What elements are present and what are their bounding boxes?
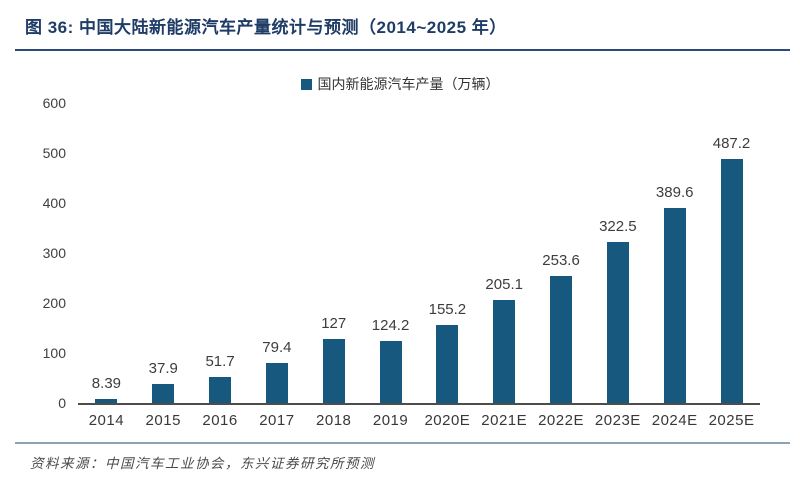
- bar: [493, 300, 516, 403]
- bar-group: 205.1 2021E: [476, 103, 533, 429]
- legend-square-marker: [300, 78, 312, 90]
- bar: [663, 208, 686, 403]
- bar: [322, 339, 345, 403]
- bar-group: 487.2 2025E: [703, 103, 760, 429]
- y-axis-tick-label: 500: [42, 145, 66, 161]
- x-axis-tick-label: 2019: [372, 412, 409, 429]
- x-axis-tick-label: 2024E: [651, 412, 698, 429]
- x-axis-tick-label: 2025E: [708, 412, 755, 429]
- bar-value-label: 8.39: [91, 375, 122, 392]
- bar: [95, 399, 118, 403]
- bar-group: 322.5 2023E: [589, 103, 646, 429]
- bar: [436, 325, 459, 403]
- title-divider: [15, 49, 790, 51]
- x-axis-tick-label: 2017: [259, 412, 295, 429]
- bar-group: 155.2 2020E: [419, 103, 476, 429]
- bar: [152, 384, 175, 403]
- bar-value-label: 124.2: [371, 317, 410, 334]
- bar: [550, 276, 573, 403]
- source-note: 资料来源：中国汽车工业协会，东兴证券研究所预测: [30, 456, 375, 472]
- y-axis-tick-label: 600: [42, 95, 66, 111]
- legend: 国内新能源汽车产量（万辆）: [0, 74, 800, 94]
- legend-label: 国内新能源汽车产量（万辆）: [317, 76, 500, 92]
- bar-value-label: 37.9: [148, 360, 178, 377]
- y-axis-tick-label: 300: [42, 245, 66, 261]
- y-axis-tick-label: 0: [58, 395, 66, 411]
- x-axis-tick-label: 2015: [145, 412, 181, 429]
- bar-group: 8.39 2014: [78, 103, 135, 429]
- bar: [720, 159, 743, 403]
- plot-area: 8.39 2014 37.9 2015 51.7 2016 79.4 2017 127 2018 1…: [78, 103, 760, 429]
- y-axis-tick-label: 400: [42, 195, 66, 211]
- footer-divider: [15, 442, 790, 444]
- x-axis-tick-label: 2022E: [538, 412, 584, 429]
- bar-group: 51.7 2016: [192, 103, 249, 429]
- bar-value-label: 127: [321, 315, 347, 332]
- y-axis: 0 100 200 300 400 500 600: [0, 96, 66, 410]
- bar-value-label: 487.2: [712, 135, 751, 152]
- bar-group: 79.4 2017: [248, 103, 305, 429]
- x-axis-tick-label: 2023E: [594, 412, 641, 429]
- bar-value-label: 51.7: [205, 353, 235, 370]
- bar-value-label: 389.6: [655, 184, 694, 201]
- x-axis-tick-label: 2020E: [424, 412, 471, 429]
- x-axis-tick-label: 2018: [316, 412, 352, 429]
- x-axis-tick-label: 2016: [202, 412, 238, 429]
- bar-group: 37.9 2015: [135, 103, 192, 429]
- y-axis-tick-label: 100: [42, 345, 66, 361]
- bar-group: 127 2018: [305, 103, 362, 429]
- bar-value-label: 205.1: [485, 276, 523, 293]
- y-axis-tick-label: 200: [42, 295, 66, 311]
- bar-group: 253.6 2022E: [533, 103, 590, 429]
- x-axis-tick-label: 2021E: [481, 412, 528, 429]
- bar-group: 389.6 2024E: [646, 103, 703, 429]
- bar: [265, 363, 288, 403]
- bar: [606, 242, 629, 403]
- bar-value-label: 253.6: [542, 252, 580, 269]
- figure-title: 图 36: 中国大陆新能源汽车产量统计与预测（2014~2025 年）: [25, 18, 507, 37]
- bar-value-label: 155.2: [428, 301, 467, 318]
- bar-value-label: 79.4: [262, 339, 292, 356]
- x-axis-tick-label: 2014: [88, 412, 125, 429]
- bar: [209, 377, 232, 403]
- bar-value-label: 322.5: [599, 218, 637, 235]
- bar: [379, 341, 402, 403]
- bar-group: 124.2 2019: [362, 103, 419, 429]
